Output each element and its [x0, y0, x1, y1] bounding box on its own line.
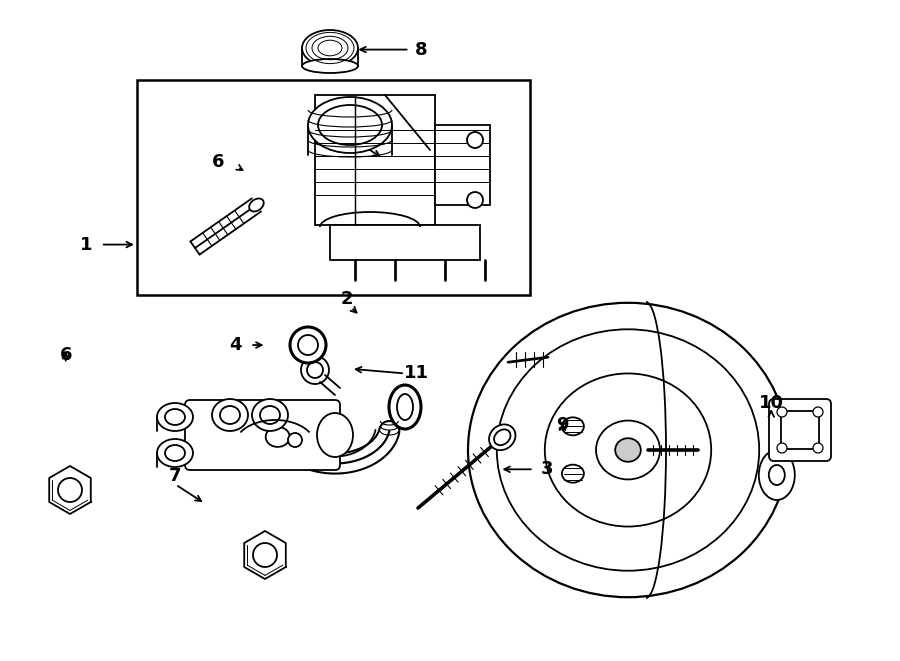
FancyBboxPatch shape	[330, 225, 480, 260]
Text: 2: 2	[340, 290, 353, 309]
Ellipse shape	[813, 443, 823, 453]
Ellipse shape	[307, 362, 323, 378]
Ellipse shape	[249, 198, 264, 212]
Ellipse shape	[544, 373, 711, 527]
Ellipse shape	[260, 406, 280, 424]
Ellipse shape	[467, 132, 483, 148]
Ellipse shape	[562, 465, 584, 483]
Text: 6: 6	[212, 153, 224, 171]
FancyBboxPatch shape	[315, 95, 435, 225]
Ellipse shape	[290, 327, 326, 363]
Ellipse shape	[212, 399, 248, 431]
FancyBboxPatch shape	[781, 411, 819, 449]
Ellipse shape	[562, 417, 584, 436]
Text: 10: 10	[759, 394, 784, 412]
Ellipse shape	[253, 543, 277, 567]
Ellipse shape	[165, 445, 185, 461]
Ellipse shape	[468, 303, 788, 597]
Ellipse shape	[288, 433, 302, 447]
Ellipse shape	[397, 394, 413, 420]
Ellipse shape	[301, 356, 329, 384]
Ellipse shape	[489, 424, 516, 450]
Ellipse shape	[497, 329, 760, 570]
Ellipse shape	[298, 335, 318, 355]
Bar	[137, 80, 530, 295]
Ellipse shape	[157, 439, 193, 467]
Ellipse shape	[389, 385, 421, 429]
Ellipse shape	[220, 406, 240, 424]
Text: 11: 11	[404, 364, 429, 383]
Text: 3: 3	[541, 460, 554, 479]
Text: 1: 1	[80, 235, 93, 254]
Ellipse shape	[252, 399, 288, 431]
Ellipse shape	[157, 403, 193, 431]
Ellipse shape	[308, 97, 392, 153]
Ellipse shape	[777, 443, 787, 453]
Text: 4: 4	[230, 336, 242, 354]
Ellipse shape	[769, 465, 785, 485]
Ellipse shape	[759, 450, 795, 500]
FancyBboxPatch shape	[435, 125, 490, 205]
Ellipse shape	[317, 413, 353, 457]
Ellipse shape	[494, 430, 510, 445]
FancyBboxPatch shape	[185, 400, 340, 470]
Text: 9: 9	[556, 416, 569, 434]
FancyBboxPatch shape	[769, 399, 831, 461]
Ellipse shape	[616, 438, 641, 462]
Ellipse shape	[58, 478, 82, 502]
Text: 8: 8	[415, 40, 428, 59]
Text: 5: 5	[340, 123, 353, 141]
Ellipse shape	[302, 30, 358, 66]
Text: 7: 7	[169, 467, 182, 485]
Ellipse shape	[777, 407, 787, 417]
Ellipse shape	[266, 427, 290, 447]
Ellipse shape	[302, 59, 358, 73]
Ellipse shape	[318, 105, 382, 145]
Ellipse shape	[596, 420, 660, 479]
Ellipse shape	[467, 192, 483, 208]
Text: 6: 6	[59, 346, 72, 364]
Ellipse shape	[813, 407, 823, 417]
Ellipse shape	[165, 409, 185, 425]
